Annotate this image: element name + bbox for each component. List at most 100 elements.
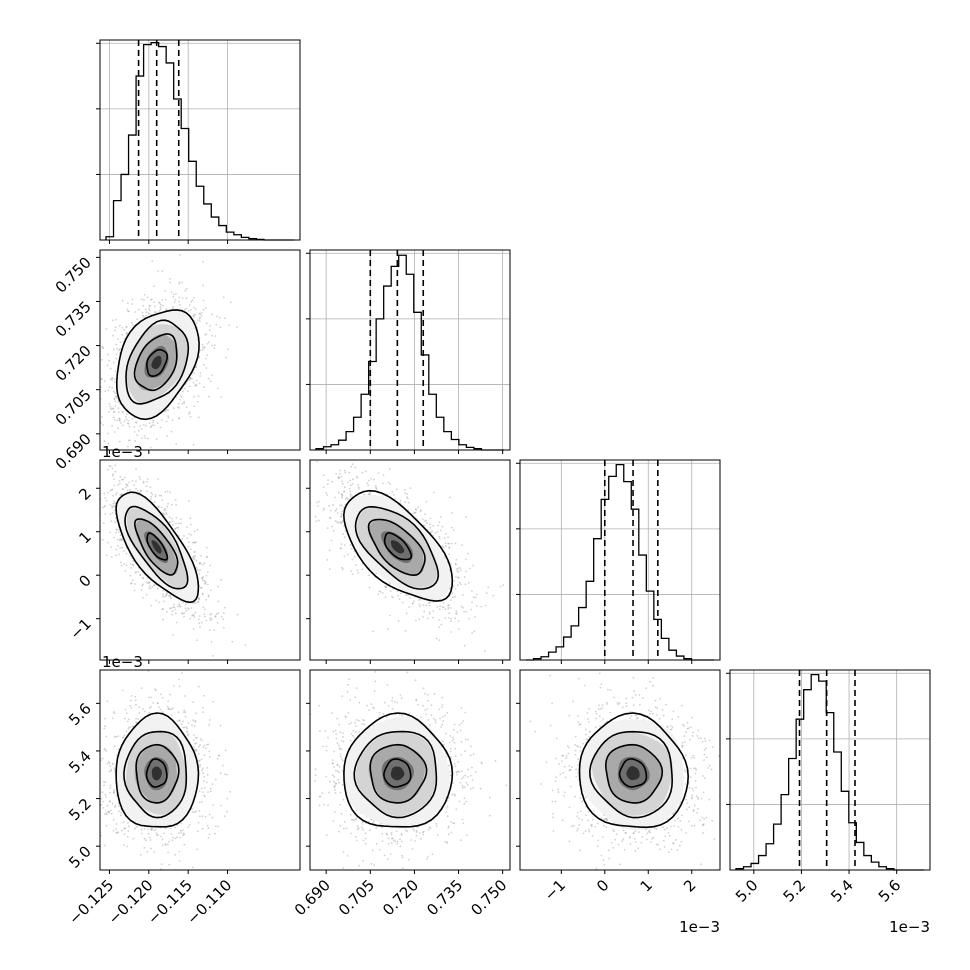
sample-point [145,593,148,596]
sample-point [114,470,117,473]
sample-point [381,592,384,594]
sample-point [331,525,333,528]
sample-point [162,590,165,592]
sample-point [123,550,126,552]
sample-point [368,493,371,495]
sample-point [136,318,138,321]
sample-point [141,311,144,314]
sample-point [400,592,402,595]
sample-point [407,594,409,596]
sample-point [189,378,192,380]
sample-point [112,390,115,393]
sample-point [475,593,478,596]
density-1-0-frame [99,249,301,451]
sample-point [100,422,102,424]
sample-point [461,606,464,609]
sample-point [198,745,200,748]
sample-point [121,488,124,490]
sample-point [205,747,207,750]
sample-point [111,488,113,491]
sample-point [200,621,203,624]
sample-point [222,626,225,629]
sample-point [115,528,118,531]
sample-point [361,471,364,474]
sample-point [200,555,203,557]
sample-point [101,538,104,541]
sample-point [103,492,106,495]
sample-point [134,827,136,830]
sample-point [186,390,189,392]
sample-point [110,546,113,548]
sample-point [205,367,208,369]
sample-point [365,455,367,457]
contour-2-1-3 [383,532,413,561]
sample-point [432,616,434,619]
sample-point [147,437,150,440]
sample-point [226,348,229,351]
sample-point [190,548,192,550]
sample-point [113,431,116,433]
sample-point [349,490,352,493]
sample-point [458,576,460,579]
sample-point [131,579,134,582]
sample-point [449,588,451,590]
sample-point [142,304,145,307]
sample-point [357,486,360,489]
sample-point [153,285,156,288]
sample-point [195,379,198,382]
sample-point [395,488,398,491]
sample-point [205,322,208,325]
sample-point [211,816,214,819]
sample-point [160,494,163,497]
sample-point [164,298,167,301]
sample-point [164,843,167,845]
sample-point [191,377,193,380]
sample-point [121,299,124,302]
sample-point [86,456,88,458]
density-1-0-body [100,254,238,450]
sample-point [157,834,160,836]
sample-point [429,523,431,525]
sample-point [455,610,458,613]
sample-point [442,546,445,549]
sample-point [113,397,116,400]
sample-point [209,756,211,758]
sample-point [164,491,167,494]
sample-point [199,349,202,351]
sample-point [125,413,128,416]
sample-point [137,571,140,573]
sample-point [179,836,182,839]
sample-point [96,786,98,788]
sample-point [217,387,219,390]
sample-point [168,594,170,597]
sample-point [194,611,197,614]
sample-point [121,326,123,329]
sample-point [389,483,392,486]
sample-point [168,516,171,519]
sample-point [203,780,205,782]
panels [86,39,931,874]
sample-point [103,440,106,443]
sample-point [140,298,143,301]
sample-point [346,553,349,556]
sample-point [474,616,476,618]
sample-point [148,305,151,308]
sample-point [189,308,192,311]
sample-point [205,556,208,558]
sample-point [203,579,206,582]
sample-point [216,622,219,624]
sample-point [448,612,451,615]
sample-point [349,544,352,546]
sample-point [195,383,198,386]
sample-point [444,617,447,620]
sample-point [207,595,210,598]
sample-point [419,605,421,608]
sample-point [159,302,161,304]
sample-point [175,621,178,624]
sample-point [341,510,343,513]
sample-point [210,618,213,620]
sample-point [417,506,420,508]
sample-point [133,484,136,486]
sample-point [124,570,127,573]
sample-point [343,555,346,557]
